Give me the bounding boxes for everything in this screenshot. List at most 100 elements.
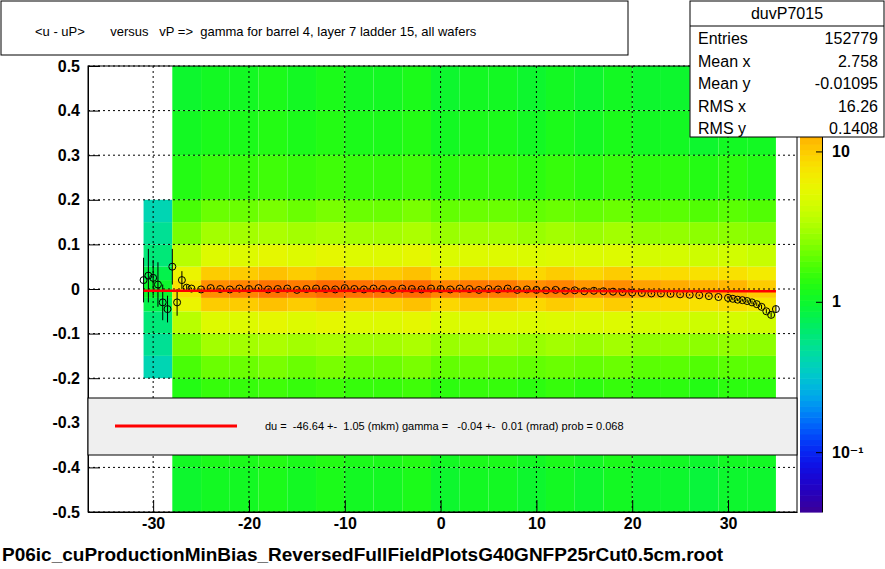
heat-cell (603, 298, 632, 311)
heat-cell (230, 298, 259, 311)
heat-cell (460, 267, 489, 280)
colorbar-swatch (800, 205, 822, 211)
title-box: <u - uP> versus vP => gamma for barrel 4… (1, 1, 628, 55)
tick-label: 10 (528, 515, 546, 532)
heat-cell (517, 66, 546, 111)
tick: 0 (71, 281, 100, 298)
colorbar-swatch (800, 467, 822, 473)
heat-cell (201, 356, 230, 378)
colorbar-swatch (800, 283, 822, 289)
colorbar-swatch (800, 144, 822, 150)
profile-point (178, 277, 185, 284)
error-bar (172, 249, 173, 285)
tick-mark (88, 244, 100, 245)
heat-cell (488, 280, 517, 298)
heat-cell (144, 200, 173, 222)
tick: 30 (720, 500, 738, 532)
tick-label: 0.1 (58, 236, 80, 253)
heat-cell (603, 311, 632, 333)
heat-cell (575, 155, 604, 200)
error-bar (354, 288, 355, 290)
colorbar-swatch (800, 339, 822, 345)
heat-cell (374, 222, 403, 244)
heat-cell (575, 467, 604, 512)
heat-cell (488, 267, 517, 280)
tick-label: 10 (832, 143, 850, 160)
fit-box: du = -46.64 +- 1.05 (mkm) gamma = -0.04 … (88, 398, 797, 455)
heat-cell (488, 222, 517, 244)
heat-cell (690, 244, 719, 266)
heat-cell (201, 155, 230, 200)
heat-cell (603, 280, 632, 298)
heat-cell (230, 467, 259, 512)
heat-cell (488, 200, 517, 222)
error-bar (383, 288, 384, 290)
heat-cell (460, 311, 489, 333)
heat-cell (172, 334, 201, 356)
heat-cell (546, 222, 575, 244)
heat-cell (546, 267, 575, 280)
heat-cell (230, 311, 259, 333)
heat-cell (517, 267, 546, 280)
error-bar (344, 287, 345, 289)
fit-label: du = -46.64 +- 1.05 (mkm) gamma = -0.04 … (265, 420, 624, 432)
stats-label: RMS y (698, 120, 746, 137)
heat-cell (374, 298, 403, 311)
tick-mark (153, 500, 154, 512)
heat-cell (632, 334, 661, 356)
heat-cell (603, 66, 632, 111)
heat-cell (488, 334, 517, 356)
colorbar-swatch (800, 378, 822, 384)
tick: 0.1 (58, 236, 100, 253)
heat-cell (316, 244, 345, 266)
colorbar-swatch (800, 328, 822, 334)
heat-cell (603, 334, 632, 356)
heat-cell (316, 66, 345, 111)
error-bar (708, 295, 709, 297)
heat-cell (316, 311, 345, 333)
colorbar-swatch (800, 401, 822, 407)
colorbar-swatch (800, 222, 822, 228)
colorbar-swatch (800, 272, 822, 278)
colorbar-swatch (800, 250, 822, 256)
tick-label: -30 (142, 515, 165, 532)
tick: -0.5 (52, 504, 100, 521)
tick-label: 0.4 (58, 102, 80, 119)
colorbar-swatch (800, 244, 822, 250)
heat-cell (402, 356, 431, 378)
heat-cell (374, 267, 403, 280)
colorbar-swatch (800, 434, 822, 440)
heat-cell (431, 155, 460, 200)
heat-cell (546, 200, 575, 222)
profile-point (154, 281, 161, 288)
tick: -20 (238, 500, 261, 532)
heat-cell (575, 200, 604, 222)
profile-point (174, 299, 181, 306)
heat-cell (690, 200, 719, 222)
heat-cell (747, 467, 776, 512)
heat-cell (517, 311, 546, 333)
tick-mark (441, 500, 442, 512)
error-bar (737, 298, 738, 301)
tick-label: 10⁻¹ (832, 444, 864, 461)
error-bar (680, 293, 681, 295)
heat-cell (345, 311, 374, 333)
tick-mark (816, 302, 822, 303)
heat-cell (402, 298, 431, 311)
heat-cell (287, 356, 316, 378)
tick: -0.4 (52, 459, 100, 476)
stats-box: duvP7015Entries152779Mean x2.758Mean y-0… (690, 1, 884, 137)
heat-cell (575, 111, 604, 156)
colorbar-swatch (800, 417, 822, 423)
heat-cell (316, 222, 345, 244)
error-bar (670, 293, 671, 295)
heat-cell (632, 222, 661, 244)
profile-point (725, 294, 732, 301)
tick-mark (728, 500, 729, 512)
tick-mark (632, 500, 633, 512)
tick: 10⁻¹ (816, 444, 864, 461)
error-bar (761, 305, 762, 309)
colorbar-swatch (800, 384, 822, 390)
heat-cell (747, 155, 776, 200)
colorbar-swatch (800, 155, 822, 161)
